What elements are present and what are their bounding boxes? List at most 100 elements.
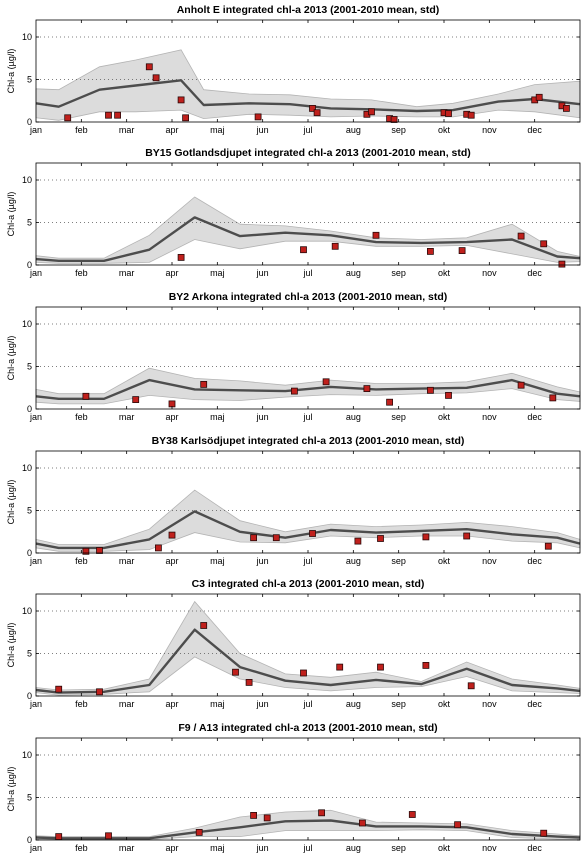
x-tick-label: jun — [256, 412, 269, 422]
observation-marker — [368, 108, 375, 116]
observation-marker — [318, 809, 326, 817]
observation-marker — [96, 688, 103, 696]
observation-marker — [82, 392, 90, 400]
x-tick-label: jun — [256, 699, 269, 709]
mean-line — [35, 79, 581, 113]
x-tick-label: apr — [165, 268, 178, 278]
x-tick-label: dec — [527, 412, 542, 422]
x-tick-label: feb — [75, 125, 88, 135]
x-tick-label: jan — [29, 556, 42, 566]
observation-marker — [195, 829, 203, 836]
observation-marker — [105, 832, 112, 840]
observation-marker — [458, 247, 466, 255]
chart-title: BY2 Arkona integrated chl-a 2013 (2001-2… — [169, 291, 448, 303]
chart-panel-2: BY15 Gotlandsdjupet integrated chl-a 201… — [6, 147, 581, 278]
x-tick-label: jul — [302, 125, 312, 135]
chart-panel-5: C3 integrated chl-a 2013 (2001-2010 mean… — [6, 578, 581, 709]
observation-marker — [358, 819, 366, 827]
mean-line — [35, 628, 581, 694]
y-tick-label: 0 — [27, 260, 32, 270]
observation-marker — [290, 387, 298, 395]
y-tick-label: 0 — [27, 548, 32, 558]
x-tick-label: nov — [482, 556, 497, 566]
observation-marker — [517, 381, 525, 389]
observation-marker — [250, 812, 258, 819]
observation-marker — [363, 385, 371, 393]
observation-marker — [64, 114, 72, 122]
x-tick-label: maj — [210, 412, 225, 422]
x-tick-label: apr — [165, 699, 178, 709]
y-tick-label: 10 — [22, 750, 32, 760]
observation-marker — [309, 105, 316, 112]
mean-line — [35, 216, 581, 262]
observation-marker — [177, 96, 185, 104]
x-tick-label: aug — [346, 268, 361, 278]
observation-marker — [467, 682, 475, 690]
observation-marker — [540, 240, 548, 248]
observation-marker — [549, 394, 557, 402]
observation-marker — [55, 685, 63, 693]
x-tick-label: dec — [527, 556, 542, 566]
x-tick-label: feb — [75, 412, 88, 422]
observation-marker — [426, 247, 434, 255]
x-tick-label: okt — [438, 412, 451, 422]
observation-marker — [309, 530, 316, 537]
y-tick-label: 0 — [27, 117, 32, 127]
y-tick-label: 5 — [27, 506, 32, 516]
observation-marker — [96, 547, 103, 554]
x-tick-label: jul — [302, 412, 312, 422]
y-axis-label: Chl-a (µg/l) — [6, 49, 16, 94]
observation-marker — [563, 105, 570, 112]
observation-marker — [168, 531, 176, 539]
observation-marker — [152, 74, 160, 82]
observation-marker — [386, 398, 394, 406]
observation-marker — [517, 232, 525, 240]
observation-marker — [422, 662, 430, 669]
x-tick-label: jan — [29, 268, 42, 278]
x-tick-label: aug — [346, 843, 361, 853]
y-tick-label: 0 — [27, 404, 32, 414]
x-tick-label: jan — [29, 412, 42, 422]
x-tick-label: apr — [165, 412, 178, 422]
observation-marker — [300, 246, 307, 254]
y-tick-label: 10 — [22, 32, 32, 42]
x-tick-label: okt — [438, 125, 451, 135]
std-band — [35, 809, 581, 840]
observation-marker — [377, 535, 384, 542]
chart-panel-1: Anholt E integrated chl-a 2013 (2001-201… — [6, 4, 581, 135]
x-tick-label: sep — [391, 843, 406, 853]
x-tick-label: okt — [438, 843, 451, 853]
x-tick-label: mar — [119, 268, 135, 278]
observation-marker — [463, 532, 471, 540]
x-tick-label: apr — [165, 125, 178, 135]
x-tick-label: okt — [438, 556, 451, 566]
mean-line — [35, 510, 581, 550]
chart-title: C3 integrated chl-a 2013 (2001-2010 mean… — [192, 578, 425, 590]
x-tick-label: mar — [119, 125, 135, 135]
x-tick-label: dec — [527, 843, 542, 853]
observation-marker — [200, 380, 208, 388]
x-tick-label: jan — [29, 699, 42, 709]
x-tick-label: jul — [302, 556, 312, 566]
observation-marker — [544, 542, 552, 550]
x-tick-label: jan — [29, 843, 42, 853]
observation-marker — [145, 63, 153, 71]
y-axis-label: Chl-a (µg/l) — [6, 767, 16, 812]
observation-marker — [82, 547, 90, 555]
x-tick-label: jun — [256, 125, 269, 135]
x-tick-label: jun — [256, 843, 269, 853]
x-tick-label: jul — [302, 268, 312, 278]
observation-marker — [535, 93, 543, 101]
y-tick-label: 5 — [27, 649, 32, 659]
x-tick-label: aug — [346, 556, 361, 566]
chart-title: F9 / A13 integrated chl-a 2013 (2001-201… — [178, 722, 437, 734]
observation-marker — [200, 622, 208, 629]
observation-marker — [540, 829, 548, 837]
x-tick-label: sep — [391, 699, 406, 709]
y-tick-label: 10 — [22, 606, 32, 616]
observation-marker — [336, 663, 344, 671]
observation-marker — [245, 679, 253, 686]
y-tick-label: 5 — [27, 75, 32, 85]
x-tick-label: sep — [391, 125, 406, 135]
